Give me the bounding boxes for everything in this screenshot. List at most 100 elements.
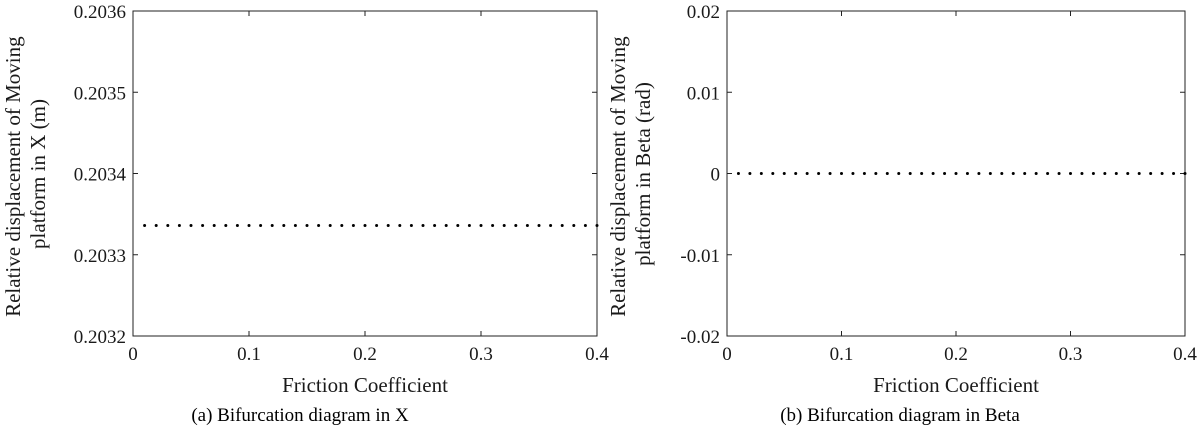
panel-a-data-point: [143, 224, 147, 227]
panel-a-plot-frame: [132, 10, 598, 337]
panel-b-data-point: [794, 172, 798, 175]
panel-b-x-tick-label: 0.1: [830, 344, 854, 365]
panel-a-x-tick-label: 0.4: [585, 344, 609, 365]
panel-a-y-tick-label: 0.2032: [74, 327, 126, 348]
panel-b-caption: (b) Bifurcation diagram in Beta: [780, 405, 1020, 426]
panel-b-x-tick-label: 0: [722, 344, 732, 365]
panel-a-data-point: [212, 224, 216, 227]
panel-b-data-point: [1183, 172, 1187, 175]
panel-b-y-axis-label: Relative displacement of Moving platform…: [606, 31, 655, 317]
panel-a-data-point: [560, 224, 564, 227]
panel-a-y-axis-label-line-1: Relative displacement of Moving: [1, 36, 25, 317]
panel-a-data-point: [583, 224, 587, 227]
panel-a-data-point: [154, 224, 158, 227]
panel-b-data-point: [874, 172, 878, 175]
panel-a-data-point: [328, 224, 332, 227]
panel-b-y-tick-label: 0.02: [687, 2, 720, 23]
panel-b-data-point: [1023, 172, 1027, 175]
panel-a-data-point: [386, 224, 390, 227]
panel-b-data-point: [748, 172, 752, 175]
panel-a-data-point: [189, 224, 193, 227]
panel-b-x-tick-label: 0.2: [944, 344, 968, 365]
panel-b-data-point: [1137, 172, 1141, 175]
panel-b-data-point: [1011, 172, 1015, 175]
panel-a-data-point: [235, 224, 239, 227]
panel-b-data-point: [782, 172, 786, 175]
panel-a-data-point: [282, 224, 286, 227]
panel-a-x-tick-label: 0: [128, 344, 138, 365]
panel-a-x-tick-label: 0.2: [353, 344, 377, 365]
panel-a-data-point: [177, 224, 181, 227]
panel-a-y-tick-label: 0.2036: [74, 2, 126, 23]
panel-b-data-point: [965, 172, 969, 175]
panel-a-data-point: [351, 224, 355, 227]
panel-b-data-point: [954, 172, 958, 175]
panel-a-data-point: [398, 224, 402, 227]
panel-a-data-point: [467, 224, 471, 227]
panel-a-x-tick-label: 0.3: [469, 344, 493, 365]
panel-a-y-tick-label: 0.2034: [74, 165, 127, 186]
panel-b-data-point: [988, 172, 992, 175]
panel-a-caption: (a) Bifurcation diagram in X: [191, 405, 409, 426]
panel-b-y-axis-label-line-2: platform in Beta (rad): [631, 82, 655, 266]
panel-b-data-point: [1069, 172, 1072, 175]
panel-a-data-point: [166, 224, 170, 227]
panel-a-data-point: [247, 224, 251, 227]
panel-b-y-tick-label: 0: [711, 165, 721, 186]
panel-a-data-point: [375, 224, 379, 227]
panel-a-y-tick-label: 0.2033: [74, 246, 126, 267]
panel-b-data-point: [771, 172, 775, 175]
panel-a-data-point: [409, 224, 413, 227]
panel-b-data-point: [885, 172, 889, 175]
panel-b-data-point: [1034, 172, 1038, 175]
panel-b-data-point: [1046, 172, 1050, 175]
panel-b-data-point: [1114, 172, 1118, 175]
panel-b-data-point: [1000, 172, 1004, 175]
panel-a-ticks: 0 0.1 0.2 0.3 0.4 0.2032 0.2033 0.2034 0.2035 0.2…: [74, 2, 610, 365]
panel-b-data-point: [828, 172, 832, 175]
panel-b-data-point: [736, 172, 740, 175]
panel-a-y-axis-label: Relative displacement of Moving platform…: [1, 31, 50, 317]
panel-a-data-point: [363, 224, 367, 227]
panel-b-data-point: [851, 172, 855, 175]
panel-a-data-point: [293, 224, 297, 227]
panel-b: 0 0.1 0.2 0.3 0.4 -0.02 -0.01 0 0.01 0.02 Frictio…: [606, 2, 1197, 426]
panel-b-data-point: [805, 172, 809, 175]
panel-b-data-point: [908, 172, 912, 175]
panel-b-y-axis-label-line-1: Relative displacement of Moving: [606, 36, 630, 317]
panel-b-data-points: [736, 172, 1187, 175]
panel-b-data-point: [943, 172, 947, 175]
panel-b-x-axis-label: Friction Coefficient: [873, 373, 1039, 397]
panel-b-data-point: [1103, 172, 1107, 175]
panel-a-data-point: [259, 224, 263, 227]
panel-a-data-point: [572, 224, 576, 227]
panel-a-data-point: [421, 224, 425, 227]
panel-b-y-tick-label: 0.01: [687, 83, 720, 104]
panel-a-data-point: [479, 224, 483, 227]
panel-a-data-point: [224, 224, 228, 227]
panel-a-x-axis-label: Friction Coefficient: [282, 373, 448, 397]
panel-b-data-point: [977, 172, 981, 175]
panel-b-data-point: [897, 172, 901, 175]
panel-a-y-tick-label: 0.2035: [74, 83, 126, 104]
panel-b-data-point: [817, 172, 821, 175]
panel-a-y-axis-label-line-2: platform in X (m): [26, 99, 50, 249]
panel-b-data-point: [1080, 172, 1084, 175]
panel-b-x-tick-label: 0.3: [1059, 344, 1083, 365]
panel-b-ticks: 0 0.1 0.2 0.3 0.4 -0.02 -0.01 0 0.01 0.02: [680, 2, 1197, 365]
panel-a-data-point: [456, 224, 460, 227]
panel-b-data-point: [1091, 172, 1095, 175]
panel-b-data-point: [1160, 172, 1164, 175]
panel-a-data-point: [514, 224, 518, 227]
panel-b-data-point: [1172, 172, 1176, 175]
panel-a-data-point: [537, 224, 541, 227]
panel-a-data-point: [201, 224, 205, 227]
panel-a-data-point: [502, 224, 506, 227]
panel-a-data-points: [143, 224, 599, 227]
panel-a-data-point: [270, 224, 274, 227]
panel-b-x-tick-label: 0.4: [1173, 344, 1197, 365]
panel-a-data-point: [491, 224, 495, 227]
panel-a-data-point: [340, 224, 344, 227]
panel-a-data-point: [549, 224, 553, 227]
